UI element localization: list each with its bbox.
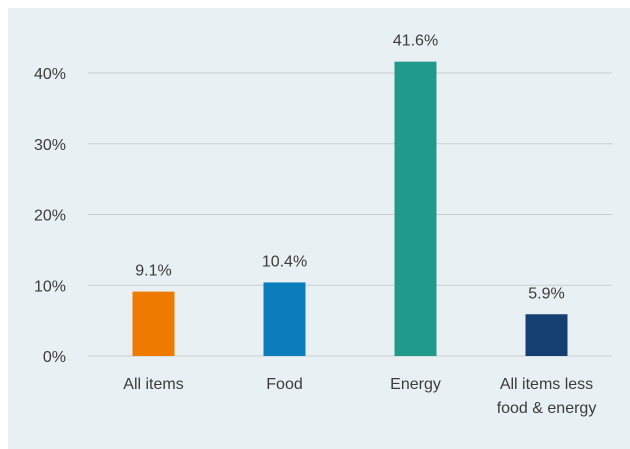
y-tick-label: 40%: [34, 66, 66, 83]
data-label: 10.4%: [262, 253, 307, 270]
y-tick-label: 20%: [34, 208, 66, 225]
data-label: 5.9%: [528, 285, 564, 302]
data-label: 41.6%: [393, 33, 438, 50]
category-label: All items less food & energy: [497, 376, 597, 417]
category-label: All items: [123, 376, 183, 393]
bar-2: [263, 282, 306, 356]
y-tick-label: 30%: [34, 137, 66, 154]
y-tick-label: 10%: [34, 278, 66, 295]
y-tick-label: 0%: [43, 349, 66, 366]
data-label: 9.1%: [135, 263, 171, 280]
bar-4: [525, 314, 568, 356]
bar-1: [132, 291, 175, 356]
bar-3: [394, 61, 437, 357]
category-label: Energy: [390, 376, 441, 393]
category-label: Food: [266, 376, 302, 393]
chart-panel: [8, 8, 630, 449]
